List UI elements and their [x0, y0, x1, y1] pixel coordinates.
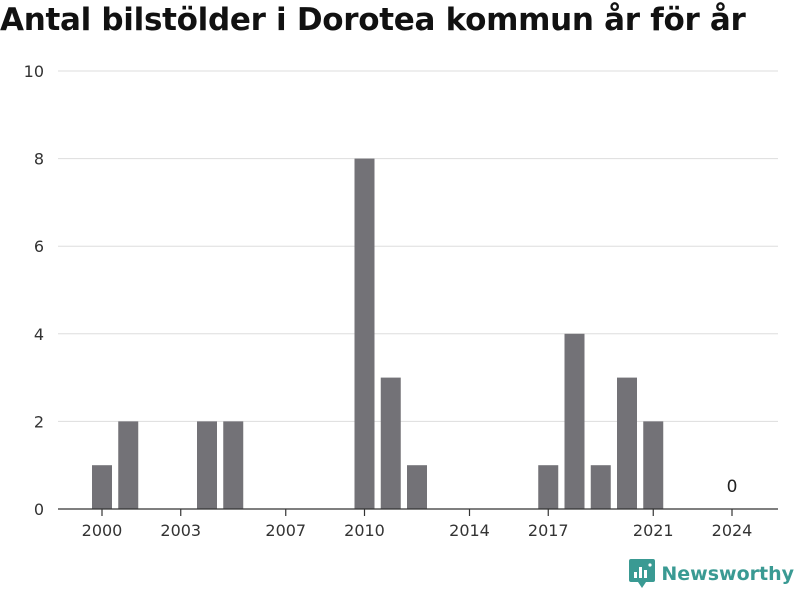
x-tick-label: 2007	[265, 521, 306, 540]
y-tick-label: 10	[24, 62, 44, 81]
y-tick-label: 4	[34, 325, 44, 344]
bar-2005	[223, 421, 244, 509]
chart-title: Antal bilstölder i Dorotea kommun år för…	[0, 2, 746, 38]
bar-2000	[92, 465, 112, 509]
bar-2020	[617, 377, 637, 509]
data-labels: 0	[727, 477, 738, 497]
bar-2001	[118, 421, 139, 509]
x-tick-label: 2014	[449, 521, 490, 540]
x-tick-label: 2010	[344, 521, 385, 540]
brand-name: Newsworthy	[661, 563, 794, 585]
x-tick-label: 2017	[528, 521, 569, 540]
x-tick-label: 2021	[633, 521, 674, 540]
y-tick-label: 2	[34, 412, 44, 431]
x-tick-label: 2000	[82, 521, 123, 540]
bar-2017	[538, 465, 559, 509]
bar-2010	[354, 158, 375, 509]
y-tick-label: 8	[34, 150, 44, 169]
bar-2012	[407, 465, 427, 509]
y-tick-label: 0	[34, 500, 44, 519]
bar-2011	[380, 377, 401, 509]
data-label: 0	[727, 477, 738, 497]
y-axis-ticks: 0 2 4 6 8 10	[24, 62, 44, 519]
x-tick-label: 2003	[160, 521, 201, 540]
gridlines	[58, 70, 778, 422]
x-axis-ticks: 2000 2003 2007 2010 2014 2017 2021 2024	[82, 509, 753, 540]
bar-2004	[197, 421, 217, 509]
brand-logo: Newsworthy	[629, 559, 794, 589]
bars	[58, 158, 778, 510]
x-tick-label: 2024	[712, 521, 753, 540]
bar-2021	[643, 421, 664, 509]
y-tick-label: 6	[34, 237, 44, 256]
newsworthy-logo-icon	[629, 559, 656, 588]
bar-2019	[590, 465, 611, 509]
bar-2018	[564, 333, 585, 509]
